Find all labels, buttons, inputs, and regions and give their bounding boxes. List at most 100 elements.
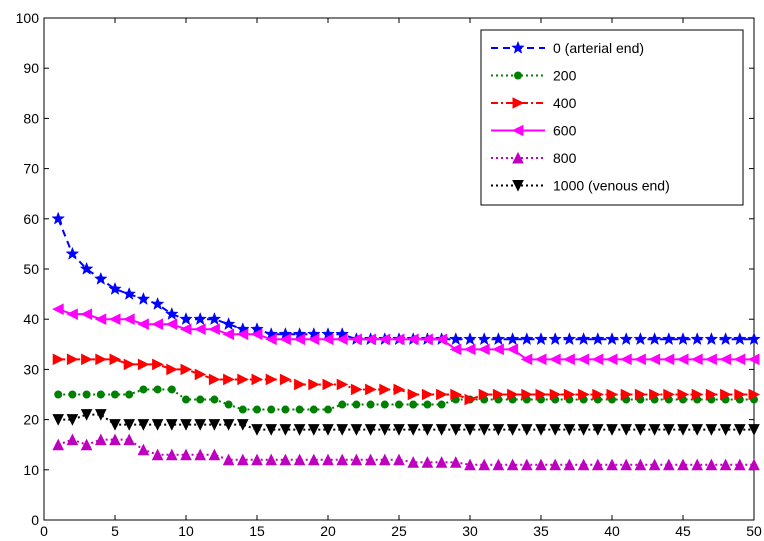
data-point: [395, 400, 403, 409]
legend-marker: [511, 124, 524, 137]
data-point: [578, 388, 590, 401]
data-point: [251, 373, 264, 386]
data-point: [137, 443, 150, 456]
data-point: [634, 458, 647, 471]
data-point: [478, 388, 491, 401]
data-point: [279, 333, 291, 346]
data-point: [606, 424, 618, 436]
data-point: [137, 358, 150, 371]
data-point: [734, 388, 746, 401]
data-point: [294, 378, 306, 391]
data-point: [194, 323, 206, 336]
data-point: [136, 291, 151, 305]
data-point: [364, 424, 377, 436]
data-point: [648, 353, 661, 366]
data-point: [207, 311, 222, 326]
data-point: [719, 353, 732, 366]
data-point: [719, 458, 732, 471]
data-point: [464, 393, 477, 406]
data-point: [223, 373, 235, 386]
data-point: [392, 333, 405, 346]
data-point: [123, 313, 135, 326]
data-point: [464, 458, 476, 471]
data-point: [407, 456, 420, 468]
y-tick-label: 70: [23, 161, 39, 177]
data-point: [238, 405, 247, 414]
data-point: [137, 419, 150, 431]
data-point: [179, 311, 193, 326]
data-point: [705, 388, 718, 401]
data-point: [464, 424, 476, 436]
data-point: [293, 424, 306, 436]
data-point: [108, 281, 122, 295]
data-point: [705, 458, 718, 471]
data-point: [704, 332, 719, 346]
y-tick-label: 20: [23, 412, 39, 428]
data-point: [208, 419, 221, 431]
data-point: [279, 453, 292, 466]
data-point: [265, 333, 277, 346]
data-point: [423, 400, 432, 409]
data-point: [605, 332, 619, 346]
legend-marker: [512, 97, 525, 109]
data-point: [535, 458, 547, 471]
data-point: [324, 405, 332, 414]
data-point: [51, 211, 66, 225]
data-point: [166, 363, 178, 376]
x-tick-label: 15: [249, 523, 265, 539]
data-point: [208, 373, 221, 386]
data-point: [80, 409, 93, 421]
legend-label: 200: [553, 68, 577, 84]
data-point: [549, 353, 561, 366]
y-tick-label: 50: [23, 261, 39, 277]
data-point: [196, 395, 205, 404]
data-point: [549, 458, 562, 471]
data-point: [111, 390, 119, 399]
axis-ticks: 0 5 10 15 20 25 30 35 40 45 50 0 10 20 30 40 50 60 70 80 90 1…: [16, 10, 762, 539]
data-point: [478, 343, 490, 356]
data-point: [437, 400, 446, 409]
data-point: [677, 458, 689, 471]
data-point: [393, 424, 405, 436]
data-point: [210, 395, 219, 404]
data-point: [293, 453, 306, 466]
data-point: [705, 424, 718, 436]
data-point: [336, 333, 348, 346]
data-point: [506, 458, 519, 471]
data-point: [150, 296, 165, 310]
data-point: [165, 419, 178, 431]
data-point: [720, 388, 732, 401]
data-point: [96, 390, 105, 399]
data-point: [80, 438, 93, 451]
data-point: [194, 448, 207, 461]
data-point: [648, 458, 661, 471]
data-point: [548, 332, 563, 346]
data-point: [108, 313, 121, 326]
data-point: [620, 424, 633, 436]
data-point: [180, 363, 193, 376]
data-point: [66, 414, 79, 426]
data-point: [563, 424, 576, 436]
data-point: [505, 332, 520, 346]
data-point: [718, 332, 733, 346]
data-point: [492, 424, 505, 436]
data-point: [448, 332, 463, 346]
data-point: [165, 318, 178, 331]
data-point: [676, 332, 690, 346]
legend: 0 (arterial end) 200 400 600 800 1000 (venous…: [480, 29, 744, 206]
x-tick-label: 25: [391, 523, 407, 539]
data-point: [321, 333, 334, 346]
data-point: [534, 353, 547, 366]
data-point: [151, 448, 164, 461]
legend-box: [480, 29, 744, 206]
data-point: [221, 316, 236, 331]
data-point: [662, 458, 675, 471]
data-point: [52, 353, 65, 366]
data-point: [520, 458, 533, 471]
data-point: [409, 400, 418, 409]
data-point: [591, 353, 604, 366]
data-point: [747, 332, 761, 346]
data-point: [153, 385, 162, 394]
data-point: [463, 332, 477, 346]
